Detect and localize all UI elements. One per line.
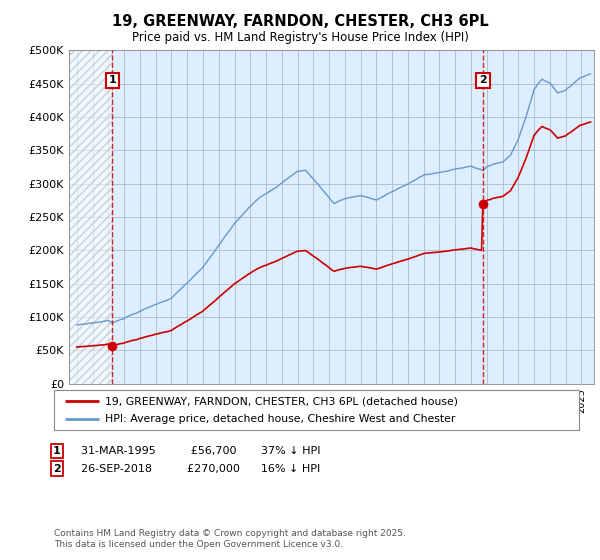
Text: Price paid vs. HM Land Registry's House Price Index (HPI): Price paid vs. HM Land Registry's House … bbox=[131, 31, 469, 44]
Text: 1: 1 bbox=[109, 76, 116, 85]
Text: 31-MAR-1995          £56,700       37% ↓ HPI: 31-MAR-1995 £56,700 37% ↓ HPI bbox=[81, 446, 320, 456]
Text: 2: 2 bbox=[53, 464, 61, 474]
Text: 2: 2 bbox=[479, 76, 487, 85]
Text: 1: 1 bbox=[53, 446, 61, 456]
Bar bbox=[69, 50, 112, 384]
Text: HPI: Average price, detached house, Cheshire West and Chester: HPI: Average price, detached house, Ches… bbox=[105, 414, 455, 424]
Text: Contains HM Land Registry data © Crown copyright and database right 2025.
This d: Contains HM Land Registry data © Crown c… bbox=[54, 529, 406, 549]
Text: 19, GREENWAY, FARNDON, CHESTER, CH3 6PL (detached house): 19, GREENWAY, FARNDON, CHESTER, CH3 6PL … bbox=[105, 396, 458, 406]
Text: 26-SEP-2018          £270,000      16% ↓ HPI: 26-SEP-2018 £270,000 16% ↓ HPI bbox=[81, 464, 320, 474]
Text: 19, GREENWAY, FARNDON, CHESTER, CH3 6PL: 19, GREENWAY, FARNDON, CHESTER, CH3 6PL bbox=[112, 14, 488, 29]
